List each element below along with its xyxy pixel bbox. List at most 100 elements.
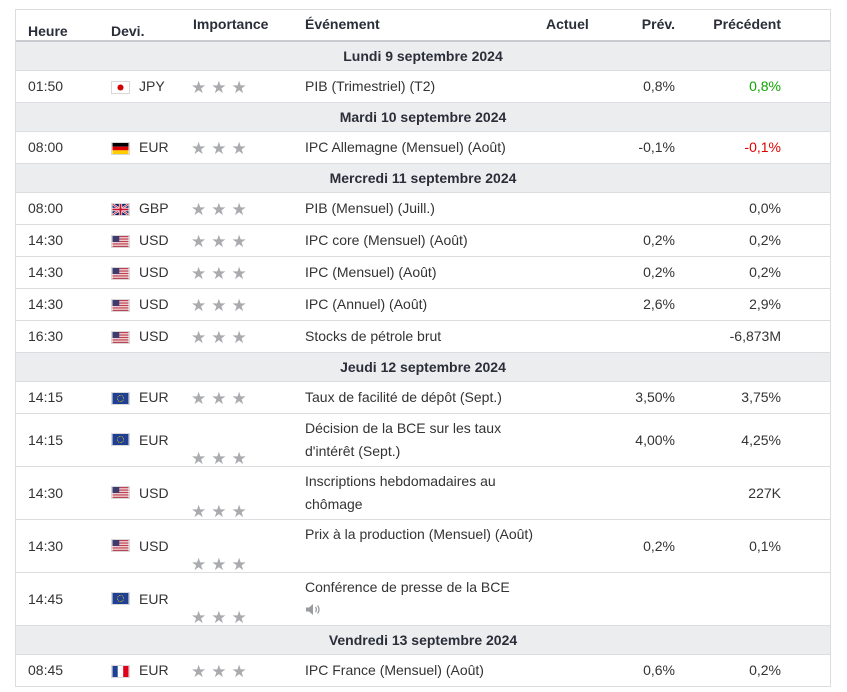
star-icon: ★ [191,608,207,627]
event-name-text[interactable]: IPC France (Mensuel) (Août) [305,662,484,678]
speaker-icon[interactable] [305,600,321,623]
event-row[interactable]: 08:00 GBP ★ ★ ★ PIB (Mensuel) (Juill.) 0,0% [16,193,830,225]
header-event[interactable]: Événement [305,16,380,32]
star-icon: ★ [231,232,247,251]
event-row[interactable]: 14:30 USD ★ ★ ★ Inscriptions hebdomadaires au… [16,467,830,520]
event-name[interactable]: PIB (Mensuel) (Juill.) [305,193,435,224]
event-row[interactable]: 14:30 USD ★ ★ ★ Prix à la production (Mensuel… [16,520,830,573]
day-separator: Jeudi 12 septembre 2024 [16,353,830,382]
event-name[interactable]: Inscriptions hebdomadaires au chômage [305,470,540,516]
event-name[interactable]: Décision de la BCE sur les taux d'intérê… [305,417,540,463]
star-icon: ★ [211,449,227,468]
event-name-text[interactable]: PIB (Trimestriel) (T2) [305,78,436,94]
star-icon: ★ [191,328,207,347]
event-name-text[interactable]: Stocks de pétrole brut [305,328,442,344]
event-row[interactable]: 08:00 EUR ★ ★ ★ IPC Allemagne (Mensuel) (Août… [16,132,830,164]
event-time: 16:30 [28,328,64,344]
star-icon: ★ [211,328,227,347]
importance-stars: ★ ★ ★ [191,200,247,219]
event-name[interactable]: PIB (Trimestriel) (T2) [305,71,435,102]
star-icon: ★ [231,139,247,158]
event-time: 14:30 [28,264,64,280]
stars-group: ★ ★ ★ [191,78,247,97]
event-name-text[interactable]: Conférence de presse de la BCE [305,579,510,595]
event-forecast: 4,00% [635,432,675,448]
event-name-text[interactable]: IPC Allemagne (Mensuel) (Août) [305,139,506,155]
event-time: 14:30 [28,485,64,501]
event-name-text[interactable]: Taux de facilité de dépôt (Sept.) [305,389,502,405]
star-icon: ★ [231,78,247,97]
event-row[interactable]: 14:30 USD ★ ★ ★ IPC (Mensuel) (Août) 0,2% 0,2% [16,257,830,289]
event-previous: 227K [748,485,781,501]
header-forecast[interactable]: Prév. [641,16,675,32]
event-currency: JPY [139,78,165,94]
event-time: 14:15 [28,389,64,405]
event-name-text[interactable]: IPC (Annuel) (Août) [305,296,428,312]
event-name[interactable]: Prix à la production (Mensuel) (Août) [305,523,540,546]
event-name[interactable]: IPC France (Mensuel) (Août) [305,655,484,686]
event-previous: 4,25% [741,432,781,448]
event-row[interactable]: 08:45 EUR ★ ★ ★ IPC France (Mensuel) (Août) 0,… [16,655,830,687]
day-separator: Mardi 10 septembre 2024 [16,103,830,132]
event-row[interactable]: 14:30 USD ★ ★ ★ IPC (Annuel) (Août) 2,6% 2,9% [16,289,830,321]
star-icon: ★ [211,232,227,251]
event-name-text[interactable]: Prix à la production (Mensuel) (Août) [305,526,533,542]
event-time: 08:00 [28,139,64,155]
event-forecast: 0,2% [643,232,675,248]
importance-stars: ★ ★ ★ [191,139,247,158]
event-time: 14:30 [28,232,64,248]
star-icon: ★ [191,78,207,97]
star-icon: ★ [231,264,247,283]
header-currency[interactable]: Devi. [111,23,145,39]
event-name[interactable]: Taux de facilité de dépôt (Sept.) [305,382,502,413]
importance-stars: ★ ★ ★ [191,539,247,591]
importance-stars: ★ ★ ★ [191,297,247,314]
star-icon: ★ [211,662,227,681]
star-icon: ★ [231,608,247,627]
event-previous: 0,0% [749,200,781,216]
star-icon: ★ [191,502,207,521]
event-name-text[interactable]: Décision de la BCE sur les taux d'intérê… [305,420,502,459]
event-row[interactable]: 14:15 EUR ★ ★ ★ Taux de facilité de dépôt (Se… [16,382,830,414]
event-row[interactable]: 01:50 JPY ★ ★ ★ PIB (Trimestriel) (T2) 0,8% 0,8… [16,71,830,103]
star-icon: ★ [191,389,207,408]
stars-group: ★ ★ ★ [191,200,247,219]
day-separator: Lundi 9 septembre 2024 [16,42,830,71]
event-previous: -6,873M [729,328,781,344]
economic-calendar-table: Heure Devi. Importance Événement Actuel … [15,9,831,687]
event-previous: 2,9% [749,296,781,312]
event-name-text[interactable]: IPC core (Mensuel) (Août) [305,232,468,248]
star-icon: ★ [211,200,227,219]
importance-stars: ★ ★ ★ [191,592,247,644]
event-name-text[interactable]: Inscriptions hebdomadaires au chômage [305,473,496,512]
event-currency: USD [139,232,169,248]
event-name[interactable]: IPC (Annuel) (Août) [305,289,427,320]
event-name[interactable]: IPC Allemagne (Mensuel) (Août) [305,132,506,163]
header-actual[interactable]: Actuel [546,16,589,32]
event-forecast: 0,2% [643,538,675,554]
event-row[interactable]: 14:30 USD ★ ★ ★ IPC core (Mensuel) (Août) 0,2%… [16,225,830,257]
importance-stars: ★ ★ ★ [191,389,247,408]
event-currency: EUR [139,591,169,607]
header-previous[interactable]: Précédent [713,16,781,32]
event-name[interactable]: IPC core (Mensuel) (Août) [305,225,468,256]
header-importance[interactable]: Importance [193,16,269,32]
event-name[interactable]: IPC (Mensuel) (Août) [305,257,436,288]
us-flag-icon [111,331,130,344]
stars-group: ★ ★ ★ [191,608,247,627]
stars-group: ★ ★ ★ [191,555,247,574]
event-row[interactable]: 14:45 EUR ★ ★ ★ Conférence de presse de la BC… [16,573,830,626]
star-icon: ★ [231,449,247,468]
star-icon: ★ [211,139,227,158]
event-name[interactable]: Stocks de pétrole brut [305,321,441,352]
event-name-text[interactable]: IPC (Mensuel) (Août) [305,264,437,280]
event-name[interactable]: Conférence de presse de la BCE [305,576,540,623]
header-time[interactable]: Heure [28,23,68,39]
star-icon: ★ [231,389,247,408]
us-flag-icon [111,299,130,312]
event-row[interactable]: 16:30 USD ★ ★ ★ Stocks de pétrole brut -6,873M [16,321,830,353]
star-icon: ★ [211,555,227,574]
event-row[interactable]: 14:15 EUR ★ ★ ★ Décision de la BCE sur les ta… [16,414,830,467]
us-flag-icon [111,539,130,552]
event-name-text[interactable]: PIB (Mensuel) (Juill.) [305,200,435,216]
